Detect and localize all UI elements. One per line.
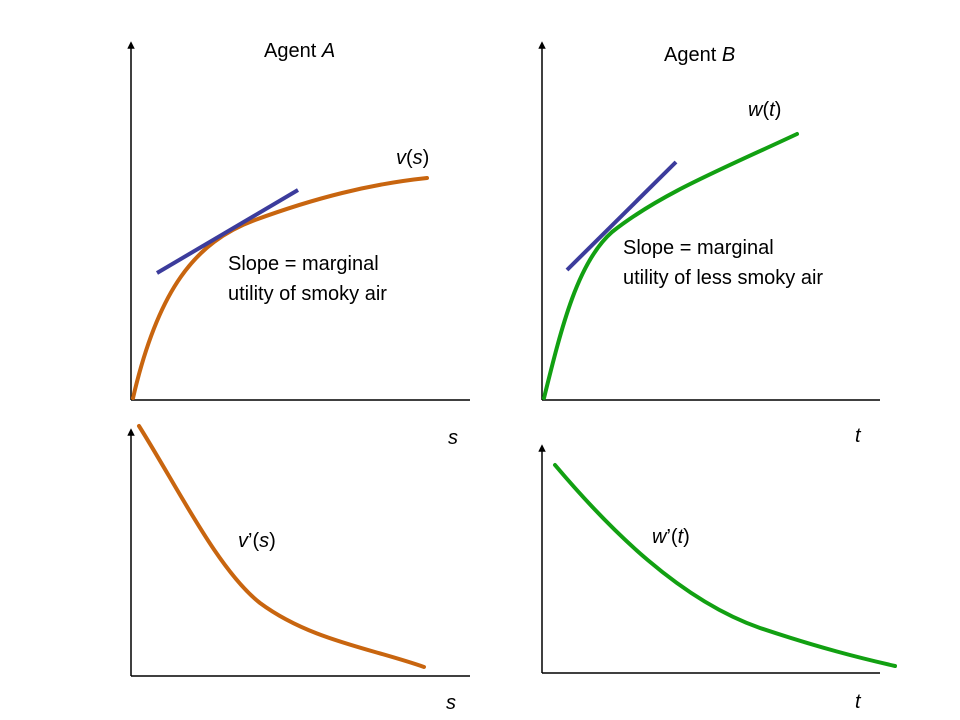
w-prime-of-t-label: w’(t)	[652, 526, 690, 548]
w-prime-of-t-curve	[553, 463, 897, 668]
panel-derivative-b: w’(t) t	[538, 444, 897, 713]
derivative-a-x-axis-label: s	[446, 692, 456, 714]
v-prime-of-s-label: v’(s)	[238, 530, 276, 552]
agent-a-x-axis-label: s	[448, 427, 458, 449]
agent-b-tangent-line	[565, 160, 678, 272]
agent-a-slope-annotation: Slope = marginal utility of smoky air	[228, 253, 387, 305]
v-prime-of-s-curve	[137, 424, 426, 669]
panel-derivative-a: v’(s) s	[127, 424, 470, 714]
agent-b-x-axis-label: t	[855, 425, 862, 447]
panel-agent-b: Agent B w(t) Slope = marginal utility of…	[538, 41, 880, 447]
agent-a-tangent-line	[155, 188, 300, 275]
v-of-s-curve	[131, 176, 429, 400]
derivative-b-x-axis-label: t	[855, 691, 862, 713]
agent-b-title: Agent B	[664, 44, 735, 66]
v-of-s-label: v(s)	[396, 147, 429, 169]
w-of-t-label: w(t)	[748, 99, 781, 121]
panel-agent-a: Agent A v(s) Slope = marginal utility of…	[127, 40, 470, 449]
agent-b-slope-annotation: Slope = marginal utility of less smoky a…	[623, 237, 823, 289]
w-of-t-curve	[542, 132, 799, 400]
agent-a-title: Agent A	[264, 40, 335, 62]
